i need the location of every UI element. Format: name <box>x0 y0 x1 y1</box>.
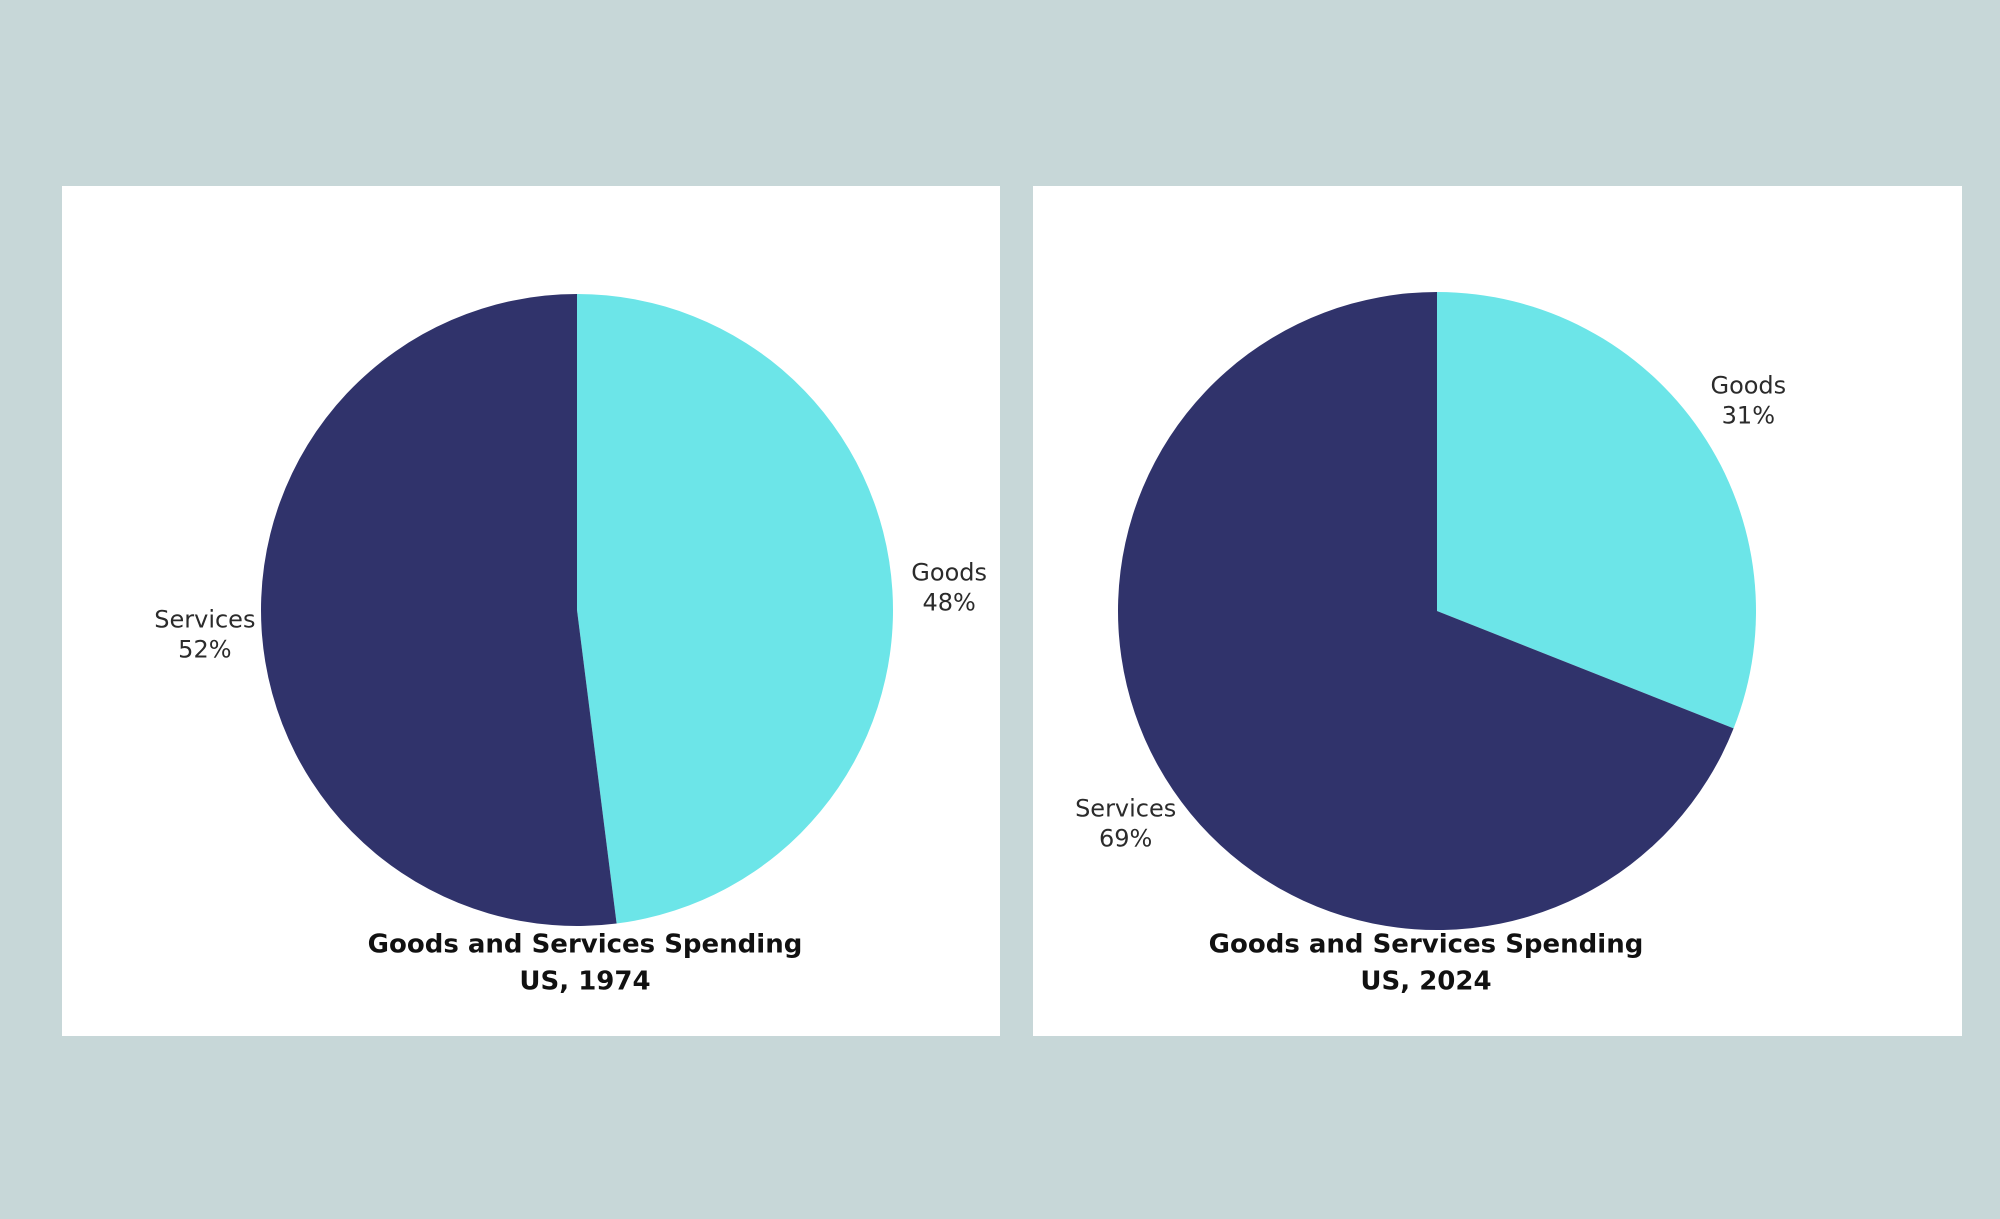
slice-value-label: 52% <box>178 635 231 663</box>
pie-slice <box>577 294 894 924</box>
chart-subtitle: US, 1974 <box>519 967 650 997</box>
slice-label: Goods <box>1710 371 1786 399</box>
chart-title: Goods and Services Spending <box>368 930 803 960</box>
slice-value-label: 31% <box>1722 401 1775 429</box>
chart-subtitle: US, 2024 <box>1360 967 1491 997</box>
pie-slice <box>1437 292 1756 729</box>
slice-label: Services <box>1075 795 1176 823</box>
pie-slice <box>261 294 617 927</box>
slice-value-label: 69% <box>1099 825 1152 853</box>
pie-slice <box>1117 292 1734 930</box>
slice-label: Services <box>154 605 255 633</box>
chart-title: Goods and Services Spending <box>1209 930 1644 960</box>
slice-value-label: 48% <box>922 589 975 617</box>
slice-label: Goods <box>911 559 987 587</box>
